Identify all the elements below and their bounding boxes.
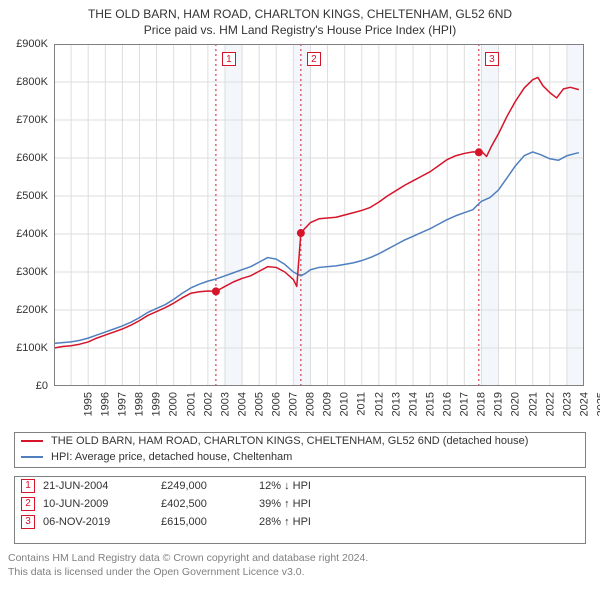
x-tick-label: 2010 bbox=[339, 392, 351, 416]
sale-date: 10-JUN-2009 bbox=[43, 498, 153, 510]
sale-price: £402,500 bbox=[161, 498, 251, 510]
sale-hpi-delta: 28% ↑ HPI bbox=[259, 516, 579, 528]
y-tick-label: £500K bbox=[0, 190, 48, 202]
x-tick-label: 2019 bbox=[493, 392, 505, 416]
x-tick-label: 2015 bbox=[424, 392, 436, 416]
y-tick-label: £100K bbox=[0, 342, 48, 354]
chart-container: THE OLD BARN, HAM ROAD, CHARLTON KINGS, … bbox=[0, 0, 600, 590]
y-tick-label: £900K bbox=[0, 38, 48, 50]
sale-marker-number: 3 bbox=[21, 515, 35, 529]
x-tick-label: 2024 bbox=[578, 392, 590, 416]
x-tick-label: 1999 bbox=[151, 392, 163, 416]
title-line-2: Price paid vs. HM Land Registry's House … bbox=[0, 22, 600, 38]
x-tick-label: 2014 bbox=[407, 392, 419, 416]
x-tick-label: 2005 bbox=[253, 392, 265, 416]
x-tick-label: 2008 bbox=[305, 392, 317, 416]
sale-hpi-delta: 39% ↑ HPI bbox=[259, 498, 579, 510]
x-tick-label: 2011 bbox=[355, 392, 367, 416]
sale-date: 06-NOV-2019 bbox=[43, 516, 153, 528]
sale-marker-number: 1 bbox=[21, 479, 35, 493]
x-tick-label: 2018 bbox=[476, 392, 488, 416]
attribution-text: Contains HM Land Registry data © Crown c… bbox=[8, 552, 592, 579]
y-tick-label: £800K bbox=[0, 76, 48, 88]
x-tick-label: 2022 bbox=[544, 392, 556, 416]
y-tick-label: £0 bbox=[0, 380, 48, 392]
chart-title: THE OLD BARN, HAM ROAD, CHARLTON KINGS, … bbox=[0, 0, 600, 38]
legend-item: HPI: Average price, detached house, Chel… bbox=[15, 449, 585, 465]
sale-price: £249,000 bbox=[161, 480, 251, 492]
x-tick-label: 1995 bbox=[82, 392, 94, 416]
sale-marker-flag: 2 bbox=[307, 52, 321, 66]
x-tick-label: 2003 bbox=[219, 392, 231, 416]
x-tick-label: 2001 bbox=[185, 392, 197, 416]
x-tick-label: 2007 bbox=[288, 392, 300, 416]
sale-price: £615,000 bbox=[161, 516, 251, 528]
x-tick-label: 1996 bbox=[100, 392, 112, 416]
x-tick-label: 2016 bbox=[442, 392, 454, 416]
attribution-line-2: This data is licensed under the Open Gov… bbox=[8, 566, 592, 580]
sale-row: 1 21-JUN-2004 £249,000 12% ↓ HPI bbox=[15, 477, 585, 495]
x-tick-label: 2012 bbox=[373, 392, 385, 416]
legend-item: THE OLD BARN, HAM ROAD, CHARLTON KINGS, … bbox=[15, 433, 585, 449]
chart-plot bbox=[54, 44, 584, 386]
x-tick-label: 2023 bbox=[561, 392, 573, 416]
sale-date: 21-JUN-2004 bbox=[43, 480, 153, 492]
legend-swatch bbox=[21, 456, 43, 458]
sale-hpi-delta: 12% ↓ HPI bbox=[259, 480, 579, 492]
y-tick-label: £300K bbox=[0, 266, 48, 278]
sales-box: 1 21-JUN-2004 £249,000 12% ↓ HPI 2 10-JUN-200… bbox=[14, 476, 586, 544]
x-tick-label: 2021 bbox=[527, 392, 539, 416]
sale-marker-flag: 1 bbox=[222, 52, 236, 66]
x-tick-label: 2002 bbox=[202, 392, 214, 416]
title-line-1: THE OLD BARN, HAM ROAD, CHARLTON KINGS, … bbox=[0, 6, 600, 22]
x-tick-label: 1998 bbox=[134, 392, 146, 416]
x-tick-label: 2004 bbox=[236, 392, 248, 416]
x-tick-label: 2006 bbox=[271, 392, 283, 416]
x-tick-label: 2025 bbox=[595, 392, 600, 416]
y-tick-label: £600K bbox=[0, 152, 48, 164]
sale-marker-number: 2 bbox=[21, 497, 35, 511]
legend-label: HPI: Average price, detached house, Chel… bbox=[51, 451, 292, 463]
legend-box: THE OLD BARN, HAM ROAD, CHARLTON KINGS, … bbox=[14, 432, 586, 468]
sale-row: 3 06-NOV-2019 £615,000 28% ↑ HPI bbox=[15, 513, 585, 531]
legend-label: THE OLD BARN, HAM ROAD, CHARLTON KINGS, … bbox=[51, 435, 528, 447]
x-tick-label: 2017 bbox=[459, 392, 471, 416]
x-tick-label: 2000 bbox=[168, 392, 180, 416]
y-tick-label: £700K bbox=[0, 114, 48, 126]
y-tick-label: £200K bbox=[0, 304, 48, 316]
x-tick-label: 2020 bbox=[510, 392, 522, 416]
attribution-line-1: Contains HM Land Registry data © Crown c… bbox=[8, 552, 592, 566]
sale-row: 2 10-JUN-2009 £402,500 39% ↑ HPI bbox=[15, 495, 585, 513]
x-tick-label: 2009 bbox=[322, 392, 334, 416]
x-tick-label: 2013 bbox=[390, 392, 402, 416]
y-tick-label: £400K bbox=[0, 228, 48, 240]
sale-marker-flag: 3 bbox=[485, 52, 499, 66]
x-tick-label: 1997 bbox=[117, 392, 129, 416]
legend-swatch bbox=[21, 440, 43, 442]
